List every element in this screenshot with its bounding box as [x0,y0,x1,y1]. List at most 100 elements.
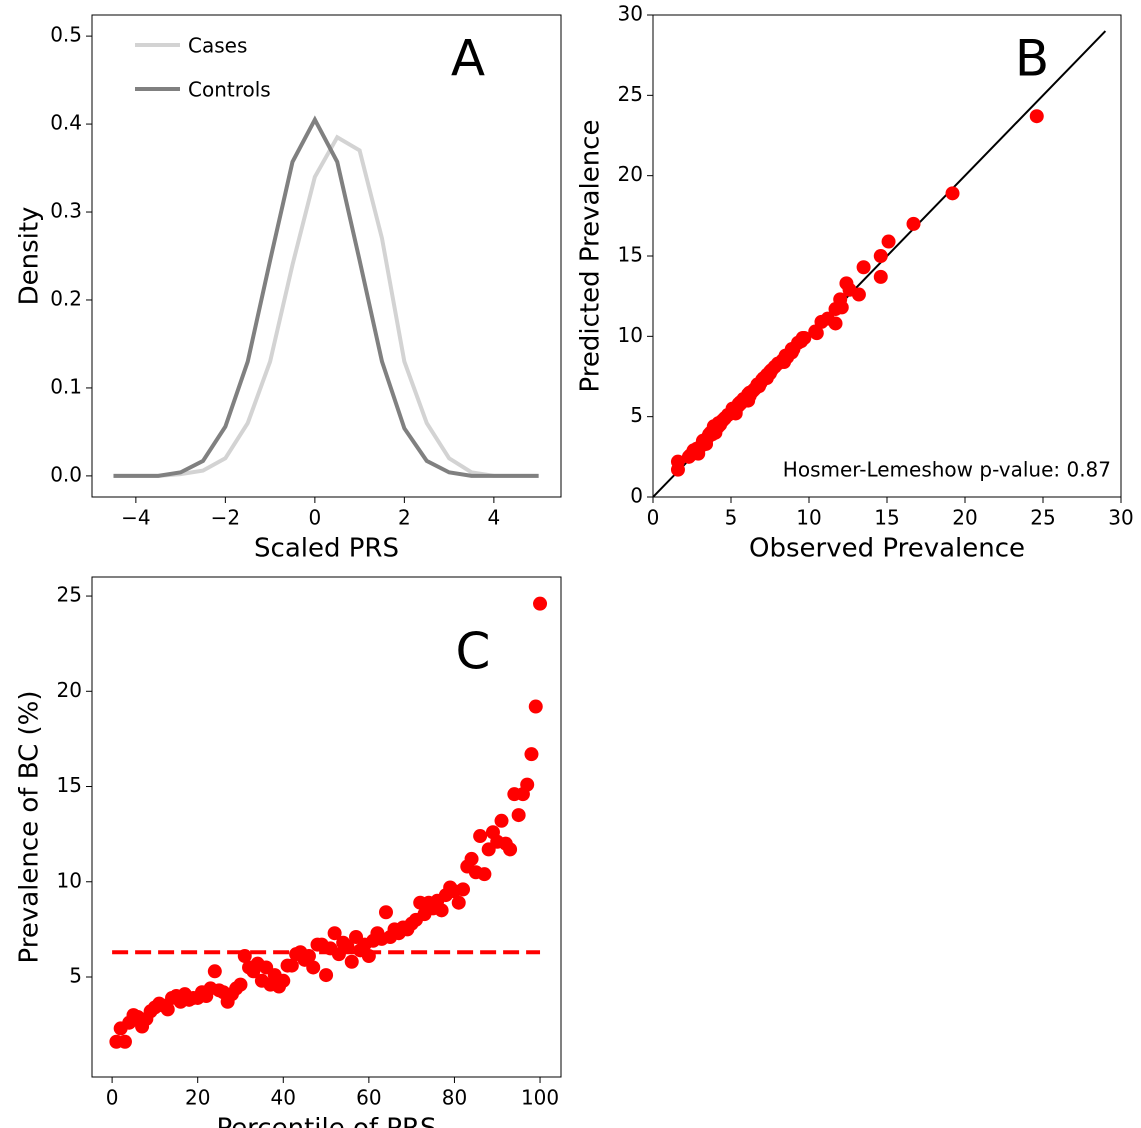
y-tick-label: 15 [618,243,643,267]
panel: 0 20 40 60 80 100 5 10 15 20 25 Percentile of PRS Pr… [15,576,562,1128]
panel-label: C [456,623,491,681]
point [906,216,921,231]
point [477,867,492,882]
x-tick-label: 2 [398,506,411,530]
x-tick-label: −4 [121,506,150,530]
point [873,269,888,284]
point [795,330,810,345]
point [207,964,222,979]
point [533,596,548,611]
point [284,958,299,973]
y-tick-label: 0.3 [50,199,82,223]
point [851,287,866,302]
point [873,249,888,263]
point [520,777,535,792]
x-tick-label: 20 [185,1086,210,1110]
y-axis-label: Density [15,207,45,306]
point [828,316,843,331]
x-tick-label: 40 [271,1086,296,1110]
x-tick-label: 25 [1030,506,1055,530]
point [160,1002,175,1017]
point [1029,109,1044,124]
x-axis-label: Percentile of PRS [216,1114,436,1128]
y-tick-label: 20 [57,678,82,702]
y-tick-label: 30 [618,2,643,26]
point [117,1034,132,1049]
point [725,401,740,416]
point [301,949,316,964]
y-tick-label: 0.2 [50,286,82,310]
point [233,977,248,992]
panel-label: A [451,30,485,88]
point [237,949,252,964]
point [306,960,321,975]
y-axis-label: Predicted Prevalence [576,120,606,393]
annotation: Hosmer-Lemeshow p-value: 0.87 [783,458,1111,482]
point [945,186,960,201]
y-tick-label: 20 [618,162,643,186]
y-axis-label: Prevalence of BC (%) [15,690,45,963]
y-tick-label: 10 [57,868,82,892]
x-tick-label: 10 [796,506,821,530]
x-tick-label: 80 [442,1086,467,1110]
plot-area [653,30,1107,497]
legend-label: Cases [188,34,247,58]
x-axis-label: Scaled PRS [254,534,399,564]
point [741,387,756,402]
x-tick-label: 0 [308,506,321,530]
point [670,462,685,477]
y-tick-label: 25 [57,583,82,607]
x-tick-label: 60 [356,1086,381,1110]
axes-frame [652,14,1122,498]
panel: 0 5 10 15 20 25 30 0 5 10 15 20 25 30 Observed Prevale… [576,2,1134,564]
y-tick-label: 0.1 [50,374,82,398]
point [808,324,823,339]
point [451,895,466,910]
x-tick-label: 0 [106,1086,119,1110]
point [361,949,376,964]
density-line [113,134,539,478]
x-tick-label: 100 [521,1086,559,1110]
x-tick-label: 20 [952,506,977,530]
point [344,954,359,969]
point [434,903,449,918]
point [340,939,355,954]
y-tick-label: 0.5 [50,23,82,47]
axes-frame [91,576,562,1078]
axes-frame [91,14,562,498]
point [494,813,509,828]
panel: −4 −2 0 2 4 0.0 0.1 0.2 0.3 0.4 0.5 Scaled PRS Densi… [15,14,562,564]
y-tick-label: 5 [630,403,643,427]
point [856,260,871,275]
y-tick-label: 0.4 [50,111,82,135]
legend-label: Controls [188,78,271,102]
point [378,905,393,920]
y-tick-label: 5 [69,964,82,988]
y-tick-label: 0 [630,484,643,508]
point [833,292,848,307]
x-tick-label: −2 [211,506,240,530]
point [524,747,539,762]
point [528,699,543,714]
density-line [113,115,539,478]
point [473,829,488,844]
x-tick-label: 5 [725,506,738,530]
y-tick-label: 10 [618,323,643,347]
x-tick-label: 30 [1108,506,1133,530]
x-axis-label: Observed Prevalence [749,534,1025,564]
x-tick-label: 0 [647,506,660,530]
y-tick-label: 25 [618,82,643,106]
panel-label: B [1015,30,1049,88]
plot-area [109,596,548,1049]
point [503,842,518,857]
point [456,882,471,897]
y-tick-label: 0.0 [50,462,82,486]
plot-area [113,115,539,478]
y-tick-label: 15 [57,773,82,797]
x-tick-label: 15 [874,506,899,530]
point [327,926,342,941]
point [511,808,526,823]
x-tick-label: 4 [488,506,501,530]
point [276,973,291,988]
